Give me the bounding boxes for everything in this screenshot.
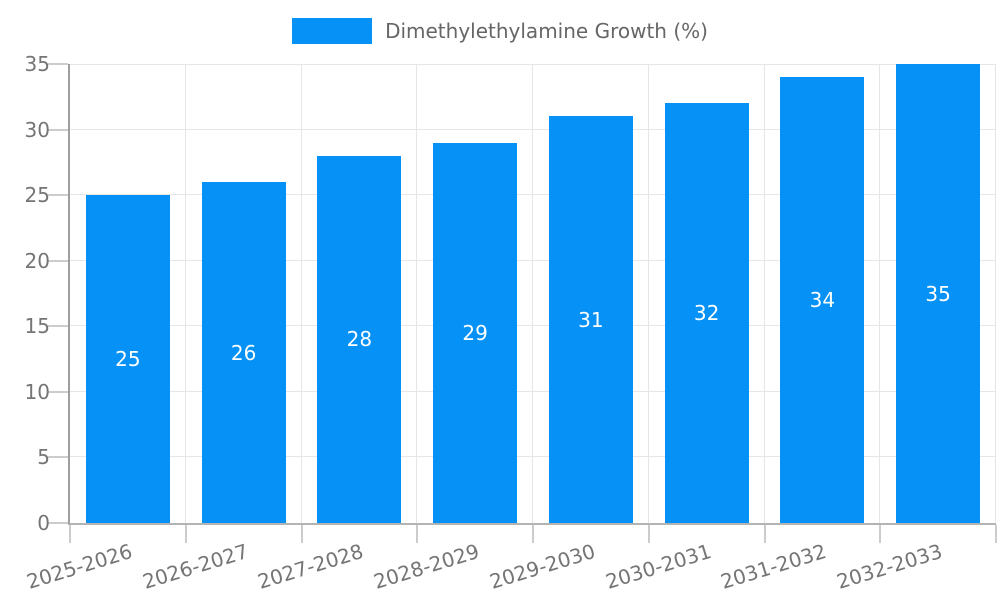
x-gridline <box>879 64 881 523</box>
x-axis-tick <box>763 525 766 543</box>
y-gridline <box>70 194 996 196</box>
y-gridline <box>70 390 996 392</box>
y-axis-tick <box>48 522 68 524</box>
bar[interactable]: 29 <box>433 142 518 523</box>
x-axis-tick <box>300 525 303 543</box>
bar-value-label: 32 <box>693 301 720 326</box>
y-gridline <box>70 259 996 261</box>
x-gridline <box>300 64 302 523</box>
y-axis-tick-label: 0 <box>37 511 50 535</box>
x-axis-tick <box>532 525 534 543</box>
y-axis-tick-label: 25 <box>24 183 50 208</box>
bar[interactable]: 34 <box>780 77 865 523</box>
plot-area: 0 5 10 15 20 25 30 35 25 2025-2026 26 2026-2027 28 20… <box>24 52 997 594</box>
y-axis-tick <box>48 456 68 459</box>
y-axis-tick <box>48 194 68 197</box>
x-axis-tick-label: 2028-2029 <box>370 539 483 594</box>
y-axis-tick <box>48 390 68 393</box>
bar[interactable]: 25 <box>85 195 170 523</box>
bar-value-label: 28 <box>346 327 373 352</box>
x-axis-tick-label: 2030-2031 <box>602 539 714 594</box>
bar-value-label: 26 <box>230 340 257 365</box>
bar[interactable]: 28 <box>317 155 402 523</box>
y-gridline <box>70 325 996 327</box>
y-axis-tick-label: 20 <box>24 248 50 273</box>
bar[interactable]: 35 <box>896 64 981 523</box>
x-gridline <box>763 64 765 523</box>
y-axis-tick-label: 35 <box>24 52 50 76</box>
x-axis-tick <box>69 525 71 543</box>
y-gridline <box>70 456 996 458</box>
x-axis-tick <box>416 525 419 543</box>
x-gridline <box>184 64 186 523</box>
x-axis-tick <box>647 525 650 543</box>
x-axis-tick-label: 2025-2026 <box>23 539 135 594</box>
x-axis-tick-label: 2026-2027 <box>139 539 251 594</box>
x-axis-tick-label: 2031-2032 <box>718 539 830 594</box>
x-gridline <box>532 64 533 523</box>
y-gridline <box>70 128 996 130</box>
bar-value-label: 34 <box>809 288 836 313</box>
y-gridline <box>70 64 996 65</box>
x-axis-tick-label: 2029-2030 <box>486 539 598 594</box>
bar-value-label: 25 <box>115 347 141 372</box>
bar-value-label: 35 <box>925 281 951 306</box>
y-axis-tick <box>48 325 68 328</box>
y-axis-tick <box>48 63 68 65</box>
y-axis-tick-label: 5 <box>37 445 50 470</box>
x-gridline <box>995 64 996 523</box>
legend-label: Dimethylethylamine Growth (%) <box>385 19 708 43</box>
x-axis-tick <box>184 525 187 543</box>
x-axis-tick-label: 2032-2033 <box>833 539 946 594</box>
legend-swatch-icon <box>292 18 373 44</box>
x-axis-tick-label: 2027-2028 <box>255 539 367 594</box>
bar-value-label: 29 <box>462 320 488 345</box>
x-axis-tick <box>995 525 997 543</box>
y-axis-tick-label: 15 <box>24 314 50 339</box>
bar[interactable]: 26 <box>201 182 286 523</box>
y-axis-tick <box>48 259 68 262</box>
y-axis-tick <box>48 128 68 131</box>
y-axis-tick-label: 10 <box>24 379 50 404</box>
chart-legend[interactable]: Dimethylethylamine Growth (%) <box>0 18 1000 44</box>
x-gridline <box>416 64 418 523</box>
x-axis-tick <box>879 525 882 543</box>
y-axis-tick-label: 30 <box>24 117 50 142</box>
bar[interactable]: 32 <box>664 103 749 523</box>
bar[interactable]: 31 <box>548 116 633 523</box>
bar-value-label: 31 <box>578 307 604 332</box>
x-gridline <box>647 64 649 523</box>
